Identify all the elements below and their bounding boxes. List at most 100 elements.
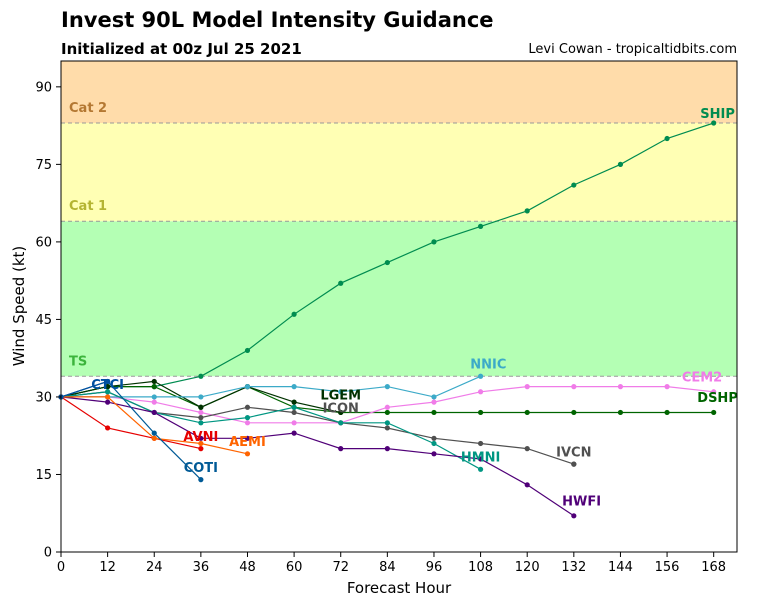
band-cat-1	[61, 123, 737, 222]
y-tick-label: 90	[35, 80, 52, 95]
data-point-hwfi	[571, 513, 577, 519]
series-line-hmni	[60, 391, 481, 470]
data-point-coti	[151, 430, 157, 436]
series-line-ctci	[60, 380, 108, 398]
data-point-cem2	[571, 384, 577, 390]
series-avni	[58, 394, 204, 452]
x-tick-label: 108	[468, 560, 493, 575]
data-point-nnic	[198, 394, 204, 400]
data-point-hmni	[244, 415, 251, 421]
x-tick-label: 144	[608, 560, 633, 575]
data-point-hwfi	[151, 409, 157, 416]
data-point-hmni	[105, 389, 111, 395]
data-point-ship	[617, 161, 624, 167]
series-cem2	[58, 384, 717, 426]
data-point-hwfi	[384, 446, 390, 452]
series-label-ship: SHIP	[700, 107, 735, 122]
data-point-cem2	[524, 384, 530, 390]
data-point-avni	[198, 446, 204, 452]
data-point-icon	[291, 409, 297, 416]
series-label-nnic: NNIC	[470, 358, 506, 373]
series-line-nnic	[61, 375, 481, 398]
data-point-hwfi	[244, 435, 251, 441]
series-label-hwfi: HWFI	[562, 494, 601, 509]
data-point-dshp	[571, 409, 577, 416]
intensity-bands: TS Cat 1 Cat 2	[61, 61, 737, 377]
data-point-cem2	[198, 409, 204, 416]
chart-subtitle: Initialized at 00z Jul 25 2021	[61, 40, 302, 58]
data-point-hwfi	[291, 430, 297, 436]
x-tick-label: 60	[286, 560, 303, 575]
data-point-dshp	[151, 384, 157, 390]
data-point-ship	[384, 259, 390, 266]
data-point-hwfi	[524, 482, 530, 488]
series-hmni	[58, 389, 484, 472]
data-point-hmni	[291, 404, 297, 410]
data-point-coti	[198, 477, 204, 483]
data-point-cem2	[244, 420, 251, 426]
y-tick-label: 45	[35, 313, 52, 328]
data-point-ship	[431, 239, 437, 245]
data-point-ship	[338, 280, 344, 286]
series-label-lgem: LGEM	[320, 389, 361, 404]
series-label-aemi: AEMI	[229, 435, 266, 450]
data-point-hwfi	[431, 451, 437, 457]
y-tick-label: 75	[35, 158, 52, 173]
x-tick-label: 72	[332, 560, 349, 575]
data-point-hmni	[477, 466, 484, 472]
series-line-avni	[60, 396, 202, 450]
series-line-hwfi	[60, 396, 575, 517]
data-point-hmni	[198, 420, 204, 426]
data-point-icon	[198, 415, 204, 421]
data-point-cem2	[384, 404, 390, 410]
y-tick-label: 60	[35, 235, 52, 250]
data-point-ship	[571, 182, 577, 188]
data-point-ship	[198, 373, 204, 379]
y-axis: 0 15 30 45 60 75 90	[35, 80, 61, 561]
x-tick-label: 120	[515, 560, 540, 575]
data-point-cem2	[477, 389, 484, 395]
y-tick-label: 0	[44, 546, 52, 561]
data-point-icon	[431, 435, 437, 441]
data-point-icon	[244, 404, 251, 410]
series-layer	[58, 120, 717, 519]
x-tick-label: 132	[561, 560, 586, 575]
band-ts	[61, 221, 737, 377]
plot-frame	[60, 60, 738, 553]
y-axis-title: Wind Speed (kt)	[10, 246, 28, 367]
threshold-lines	[61, 122, 737, 377]
series-label-hmni: HMNI	[461, 451, 501, 466]
series-line-aemi	[61, 396, 248, 455]
band-label-cat-2: Cat 2	[69, 101, 107, 116]
data-point-ship	[477, 223, 484, 229]
series-label-avni: AVNI	[183, 430, 218, 445]
data-point-cem2	[617, 384, 624, 390]
chart-credit: Levi Cowan - tropicaltidbits.com	[528, 42, 737, 57]
data-point-lgem	[198, 404, 204, 410]
x-axis: 0 12 24 36 48 60 72 84 96 108 120 132 144 156 168	[57, 552, 726, 575]
data-point-icon	[524, 446, 530, 452]
x-tick-label: 36	[193, 560, 210, 575]
data-point-dshp	[477, 409, 484, 416]
data-point-ship	[244, 347, 251, 354]
x-tick-label: 0	[57, 560, 65, 575]
series-label-icon: ICON	[323, 401, 359, 416]
series-label-dshp: DSHP	[697, 391, 738, 406]
data-point-dshp	[617, 409, 624, 416]
data-point-lgem	[105, 384, 111, 390]
data-point-hwfi	[198, 435, 204, 441]
x-tick-label: 48	[239, 560, 256, 575]
x-tick-label: 84	[379, 560, 396, 575]
data-point-dshp	[431, 409, 437, 416]
series-label-cem2: CEM2	[682, 370, 722, 385]
x-tick-label: 12	[99, 560, 116, 575]
series-aemi	[58, 394, 251, 457]
band-label-cat-1: Cat 1	[69, 199, 107, 214]
y-tick-label: 15	[35, 468, 52, 483]
data-point-hwfi	[477, 456, 484, 462]
series-label-ivcn: IVCN	[556, 445, 591, 460]
data-point-icon	[477, 440, 484, 447]
data-point-aemi	[151, 435, 157, 441]
data-point-ship	[664, 135, 670, 142]
